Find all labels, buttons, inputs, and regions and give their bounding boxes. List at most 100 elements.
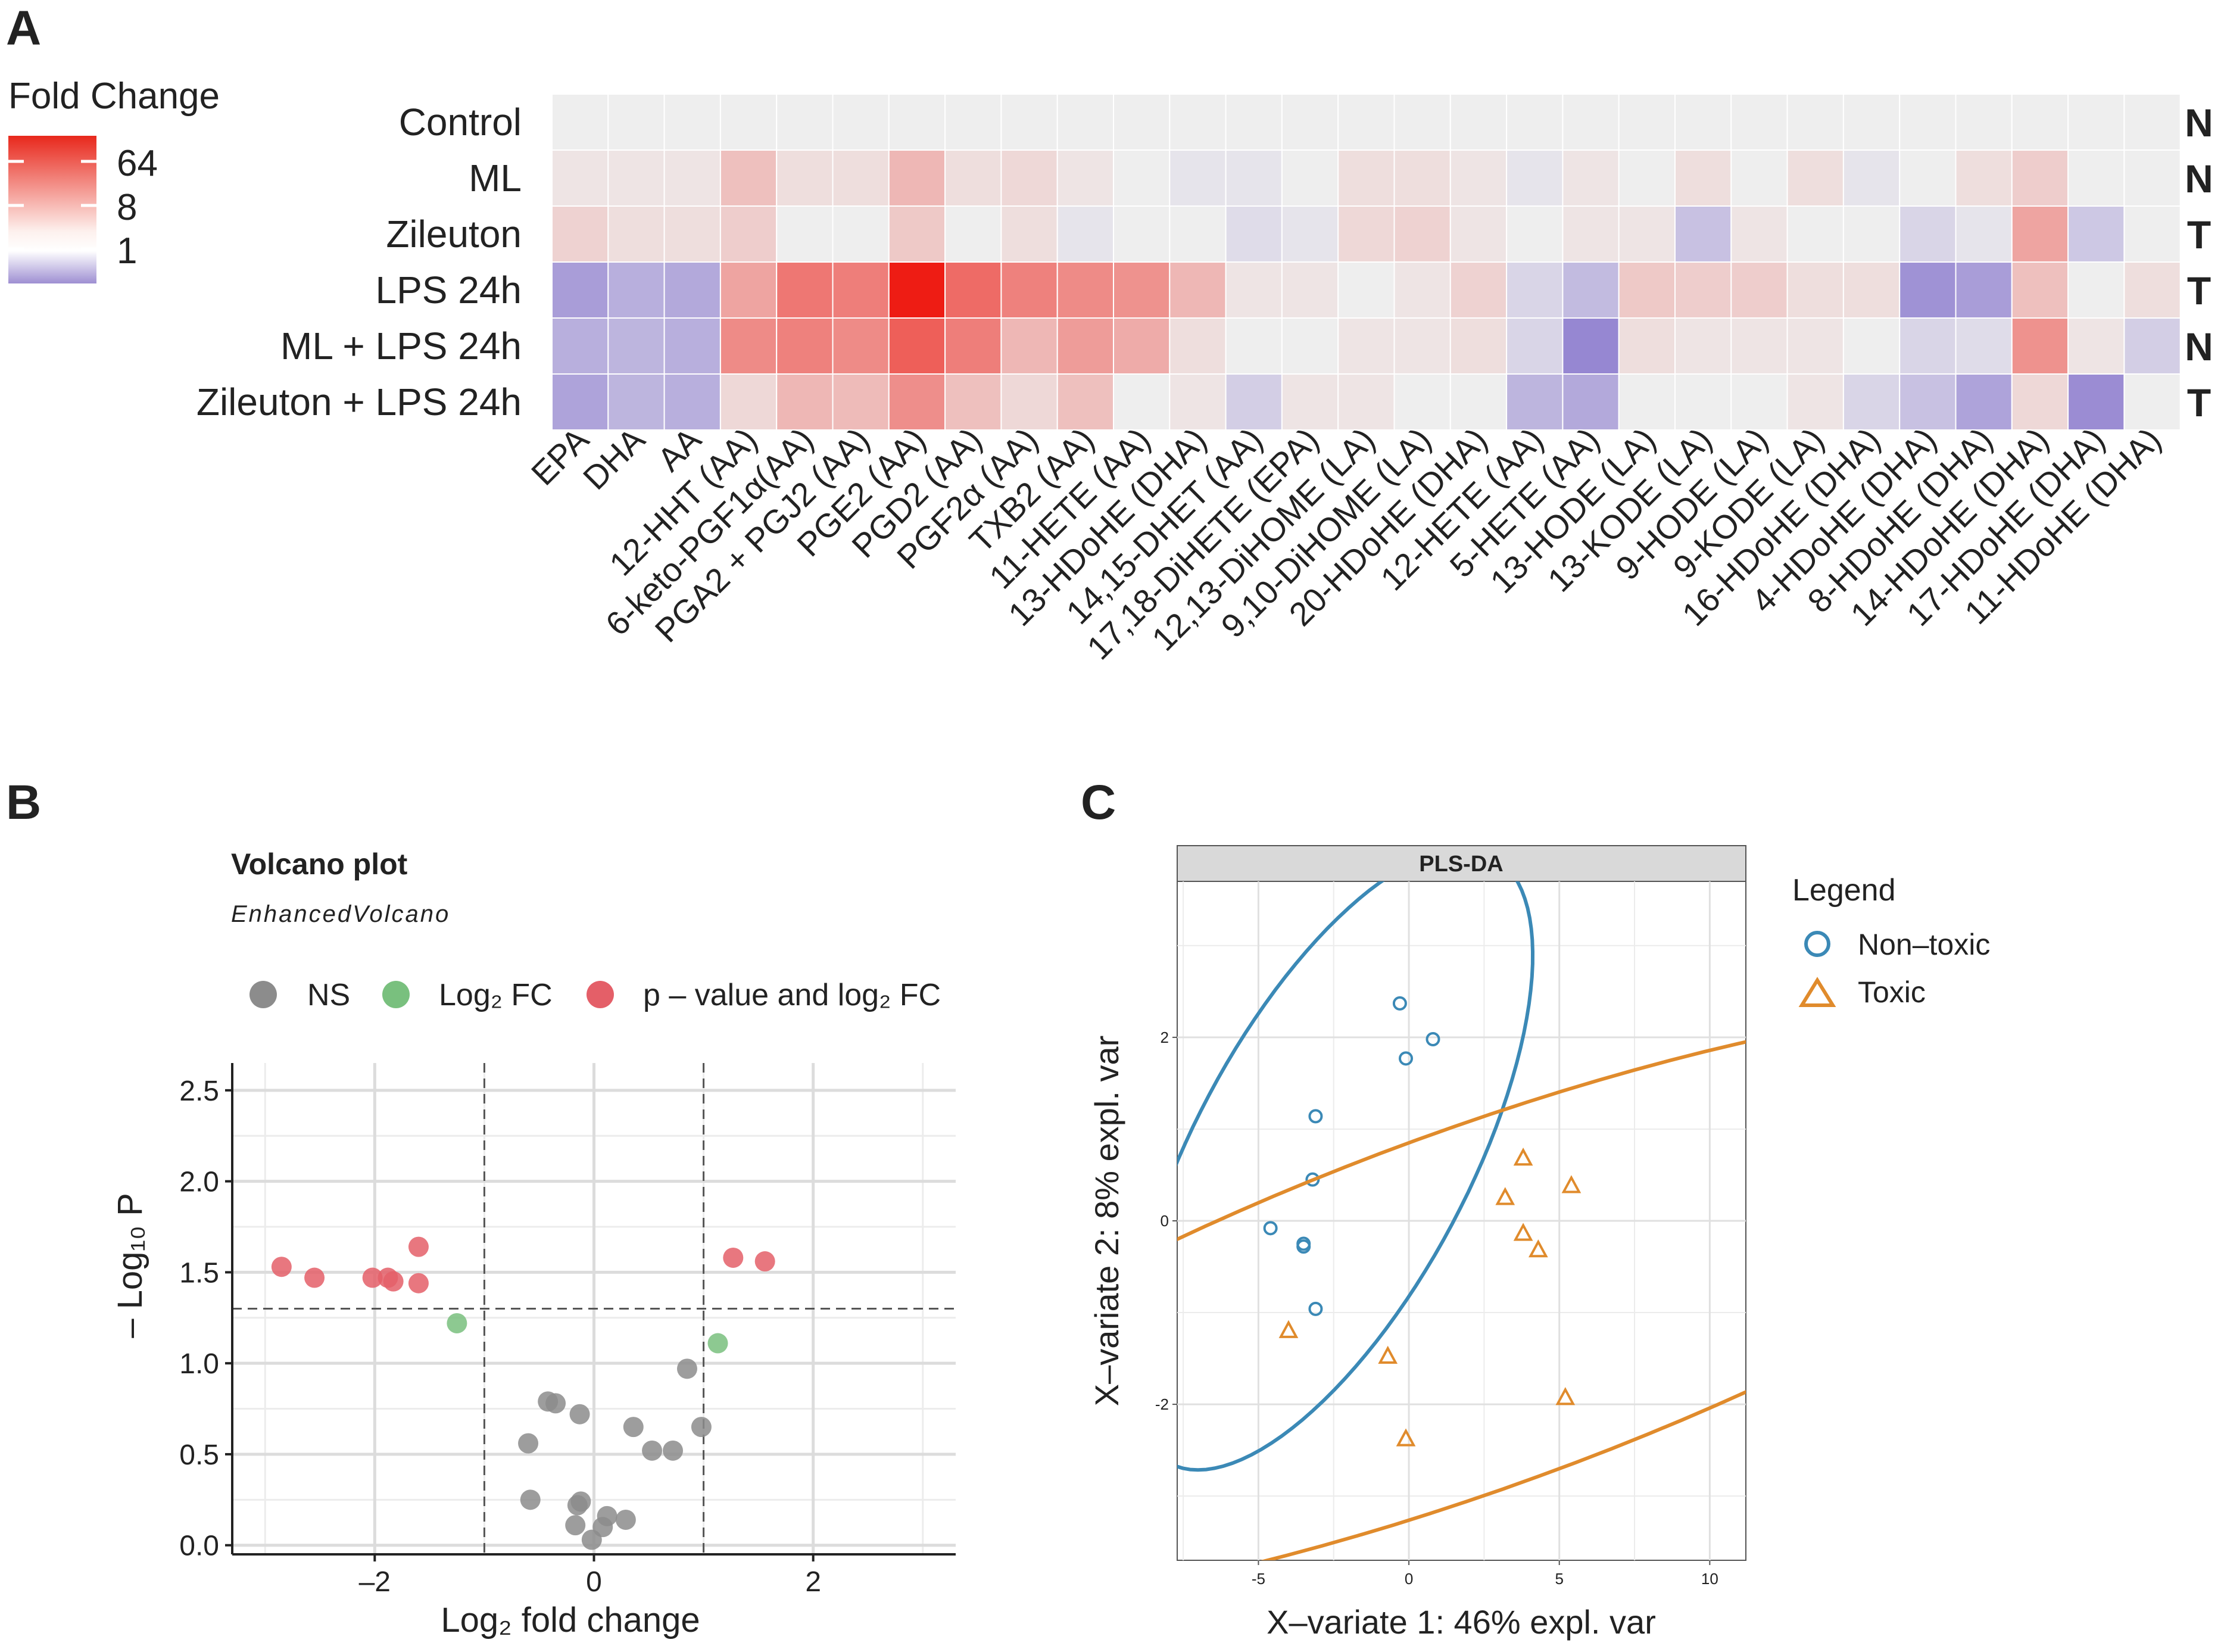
- heatmap-cell: [1786, 93, 1844, 151]
- heatmap-cell: [551, 205, 609, 263]
- plsda-point-toxic: [1513, 1223, 1533, 1241]
- heatmap-cell: [1786, 261, 1844, 319]
- legend-fc-label: Log₂ FC: [439, 978, 553, 1012]
- heatmap-cell: [1562, 205, 1620, 263]
- heatmap-cell: [1225, 93, 1283, 151]
- heatmap-cell: [2011, 317, 2069, 375]
- volcano-cutoff-lines: [232, 1063, 956, 1554]
- heatmap-cell: [1393, 93, 1451, 151]
- volcano-x-axis-label: Log₂ fold change: [441, 1601, 700, 1639]
- heatmap-cell: [832, 149, 890, 207]
- heatmap-cell: [1449, 317, 1508, 375]
- volcano-point: [642, 1440, 663, 1461]
- heatmap-cell: [2067, 317, 2125, 375]
- heatmap-cell: [776, 317, 834, 375]
- heatmap-cell: [1113, 93, 1171, 151]
- heatmap-cell: [1506, 149, 1564, 207]
- heatmap-row-tag: T: [2187, 381, 2211, 425]
- heatmap-cell: [1281, 149, 1339, 207]
- heatmap-cell: [1113, 317, 1171, 375]
- heatmap-cell: [607, 93, 665, 151]
- volcano-point: [362, 1267, 383, 1288]
- heatmap-cell: [663, 261, 721, 319]
- heatmap-cell: [1786, 149, 1844, 207]
- heatmap-cell: [1955, 373, 2013, 431]
- heatmap-cell: [1674, 93, 1732, 151]
- heatmap-column-label: DHA: [576, 420, 653, 497]
- heatmap-row-tag: N: [2185, 157, 2213, 201]
- plsda-point-toxic: [1495, 1187, 1515, 1205]
- volcano-axes: [225, 1063, 956, 1561]
- heatmap-cell: [888, 93, 946, 151]
- heatmap-cell: [1113, 261, 1171, 319]
- heatmap-cell: [1225, 261, 1283, 319]
- heatmap-cell: [2067, 205, 2125, 263]
- heatmap-cell: [1281, 373, 1339, 431]
- heatmap-cell: [1506, 261, 1564, 319]
- heatmap-cell: [1730, 93, 1788, 151]
- heatmap-cell: [1281, 93, 1339, 151]
- plsda-x-axis-label: X–variate 1: 46% expl. var: [1267, 1603, 1656, 1641]
- heatmap-cell: [1842, 205, 1901, 263]
- panel-label-b: B: [6, 775, 41, 830]
- heatmap-cell: [1955, 317, 2013, 375]
- heatmap-cell: [1730, 373, 1788, 431]
- heatmap-cell: [1281, 317, 1339, 375]
- heatmap-cell: [1281, 261, 1339, 319]
- heatmap-cell: [607, 373, 665, 431]
- heatmap-cell: [1506, 373, 1564, 431]
- panel-label-c: C: [1081, 775, 1116, 830]
- plsda-y-tick-label: -2: [1155, 1395, 1169, 1413]
- heatmap-cell: [2067, 93, 2125, 151]
- heatmap-cell: [1786, 205, 1844, 263]
- heatmap-cell: [719, 317, 778, 375]
- heatmap-cell: [944, 93, 1002, 151]
- panel-label-a: A: [6, 1, 41, 55]
- heatmap-cell: [1000, 149, 1058, 207]
- plsda-point-nontoxic: [1399, 1051, 1414, 1066]
- fold-change-colorbar: [8, 136, 96, 283]
- heatmap-cell: [1056, 261, 1114, 319]
- volcano-point: [271, 1257, 292, 1277]
- heatmap-cell: [1842, 149, 1901, 207]
- legend-toxic-marker: [1798, 977, 1836, 1007]
- heatmap-cell: [1786, 317, 1844, 375]
- heatmap-cell: [1393, 317, 1451, 375]
- heatmap-cell: [776, 373, 834, 431]
- heatmap-cell: [944, 373, 1002, 431]
- heatmap-cell: [663, 205, 721, 263]
- heatmap-cell: [1842, 261, 1901, 319]
- heatmap-cell: [888, 149, 946, 207]
- heatmap-cell: [1730, 205, 1788, 263]
- heatmap-cell: [1393, 373, 1451, 431]
- heatmap-cell: [1393, 149, 1451, 207]
- heatmap-cell: [1393, 205, 1451, 263]
- volcano-point: [597, 1505, 617, 1526]
- plsda-point-nontoxic: [1296, 1239, 1311, 1254]
- volcano-y-tick-label: 2.5: [179, 1076, 219, 1107]
- heatmap-cell: [832, 205, 890, 263]
- heatmap-cells: [551, 93, 2181, 431]
- colorbar-tick-64: 64: [117, 143, 158, 184]
- legend-toxic-label: Toxic: [1858, 975, 1926, 1009]
- heatmap-cell: [2011, 93, 2069, 151]
- legend-sig-marker: [587, 981, 614, 1008]
- heatmap-cell: [1842, 373, 1901, 431]
- heatmap-cell: [1449, 93, 1508, 151]
- heatmap-cell: [1674, 373, 1732, 431]
- heatmap-cell: [1955, 261, 2013, 319]
- heatmap-cell: [1056, 373, 1114, 431]
- heatmap-cell: [944, 205, 1002, 263]
- heatmap-cell: [2123, 93, 2181, 151]
- heatmap-cell: [832, 373, 890, 431]
- volcano-subtitle: EnhancedVolcano: [231, 901, 450, 927]
- plsda-point-nontoxic: [1308, 1109, 1323, 1124]
- heatmap-cell: [1337, 373, 1395, 431]
- heatmap-cell: [663, 149, 721, 207]
- heatmap-cell: [2011, 373, 2069, 431]
- heatmap-cell: [1113, 373, 1171, 431]
- volcano-y-tick-label: 0.0: [179, 1531, 219, 1562]
- heatmap-cell: [1562, 93, 1620, 151]
- volcano-point: [707, 1333, 728, 1354]
